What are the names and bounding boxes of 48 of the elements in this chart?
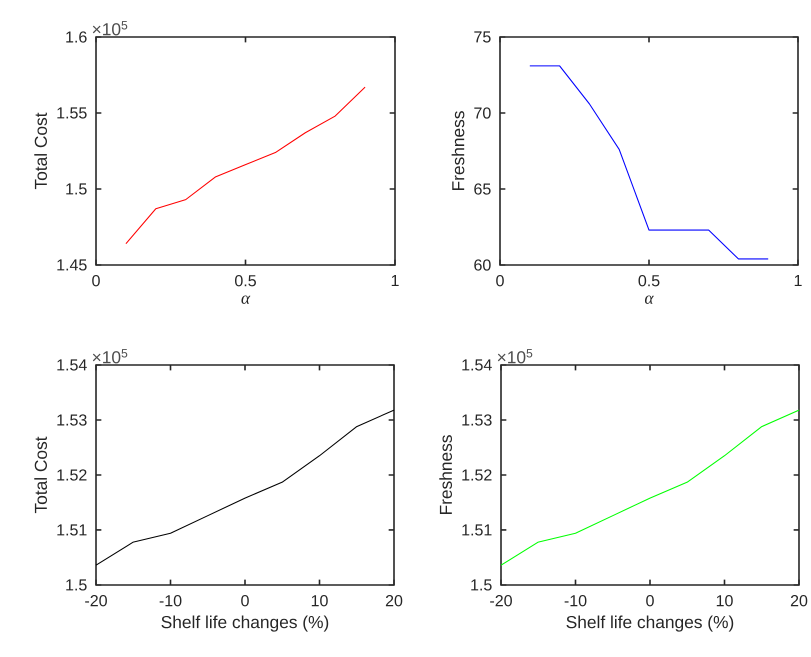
x-axis-title: α (241, 296, 250, 304)
y-tick-label: 1.54 (462, 359, 492, 371)
x-tick-label: 0 (92, 275, 100, 286)
x-axis-title: α (644, 296, 654, 304)
y-tick-label: 70 (474, 107, 491, 119)
y-tick-label: 1.54 (57, 359, 87, 371)
line-series (125, 86, 366, 244)
x-tick-label: 0 (496, 275, 504, 286)
y-tick-label: 1.52 (57, 469, 86, 481)
line-series (500, 410, 800, 566)
x-tick-label: 0 (241, 595, 249, 606)
x-axis-title: Shelf life changes (%) (566, 616, 734, 632)
x-tick-label: -10 (160, 595, 182, 606)
y-axis-title: Total Cost (34, 436, 47, 514)
x-tick-label: 1 (392, 275, 399, 286)
y-axis-title: Freshness (452, 111, 464, 190)
x-tick-label: 20 (386, 595, 402, 606)
x-tick-label: 10 (716, 595, 733, 606)
y-tick-label: 1.52 (462, 469, 492, 481)
x-tick-label: 20 (790, 595, 808, 606)
text: ×10$^{5}$ (498, 349, 532, 364)
y-axis-title: Freshness (439, 435, 452, 514)
text: ×10$^{5}$ (92, 21, 128, 36)
x-tick-label: 0 (646, 595, 654, 606)
y-tick-label: 1.53 (462, 414, 492, 426)
y-tick-label: 75 (474, 31, 491, 43)
x-tick-label: 0.5 (638, 275, 660, 286)
y-tick-label: 1.55 (57, 107, 87, 119)
x-tick-label: -20 (490, 595, 512, 606)
y-axis-title: Total Cost (34, 112, 47, 190)
line-series (95, 410, 395, 566)
y-tick-label: 1.5 (471, 579, 492, 591)
y-tick-label: 1.45 (57, 259, 87, 271)
y-tick-label: 1.53 (57, 414, 87, 426)
y-tick-label: 60 (474, 259, 491, 271)
y-tick-label: 1.51 (57, 524, 87, 536)
y-tick-label: 1.51 (462, 524, 492, 536)
y-tick-label: 1.5 (66, 579, 87, 591)
y-tick-label: 1.6 (66, 31, 87, 43)
x-tick-label: 0.5 (235, 275, 256, 286)
y-tick-label: 65 (474, 183, 491, 195)
text: ×10$^{5}$ (92, 349, 128, 364)
x-tick-label: 1 (794, 275, 802, 286)
y-tick-label: 1.5 (66, 183, 87, 195)
x-tick-label: 10 (312, 595, 328, 606)
x-tick-label: -10 (564, 595, 586, 606)
x-axis-title: Shelf life changes (%) (162, 616, 328, 632)
x-tick-label: -20 (85, 595, 107, 606)
